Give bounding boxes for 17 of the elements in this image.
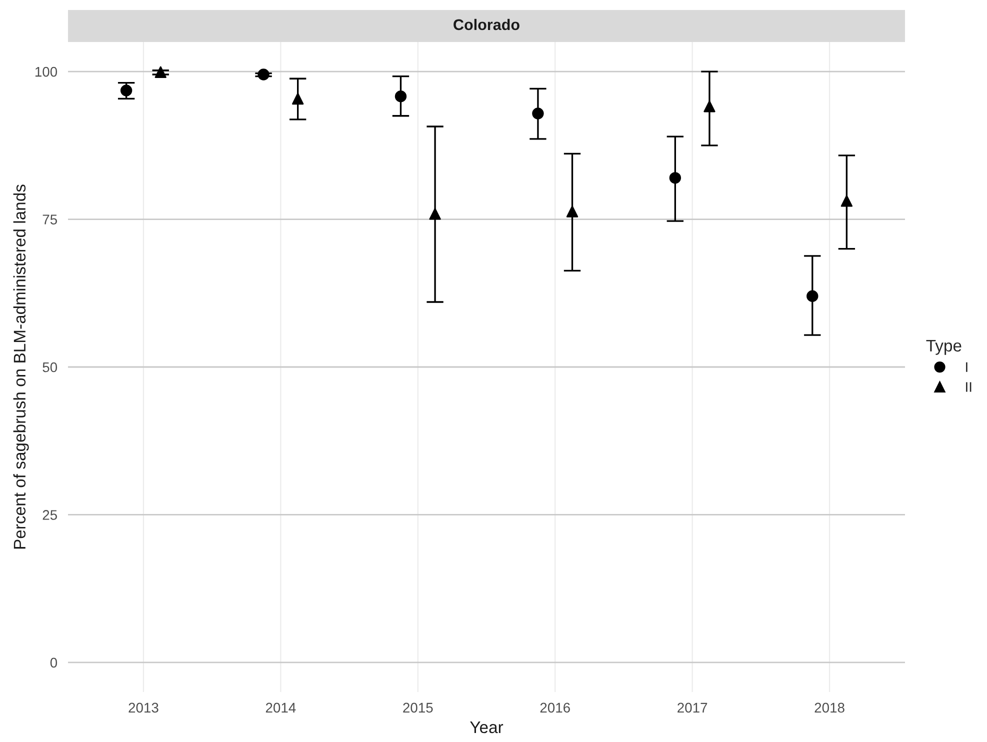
y-tick-label: 50 bbox=[42, 362, 58, 372]
y-axis-title: Percent of sagebrush on BLM-administered lands bbox=[13, 184, 29, 549]
y-tick-label: 75 bbox=[42, 214, 58, 224]
legend-label: I bbox=[966, 362, 968, 372]
x-tick-label: 2014 bbox=[266, 702, 296, 713]
y-tick-label: 0 bbox=[50, 658, 58, 668]
legend-label: II bbox=[966, 382, 972, 392]
legend-title: Type bbox=[926, 340, 962, 355]
chart-title: Colorado bbox=[454, 18, 520, 30]
x-tick-label: 2015 bbox=[403, 702, 433, 713]
y-tick-label: 100 bbox=[35, 66, 58, 77]
x-tick-label: 2018 bbox=[814, 702, 844, 713]
y-tick-label: 25 bbox=[42, 510, 58, 520]
x-tick-label: 2016 bbox=[540, 702, 570, 713]
x-axis-title: Year bbox=[470, 722, 504, 734]
x-tick-label: 2017 bbox=[678, 702, 708, 713]
x-tick-label: 2013 bbox=[128, 702, 158, 713]
